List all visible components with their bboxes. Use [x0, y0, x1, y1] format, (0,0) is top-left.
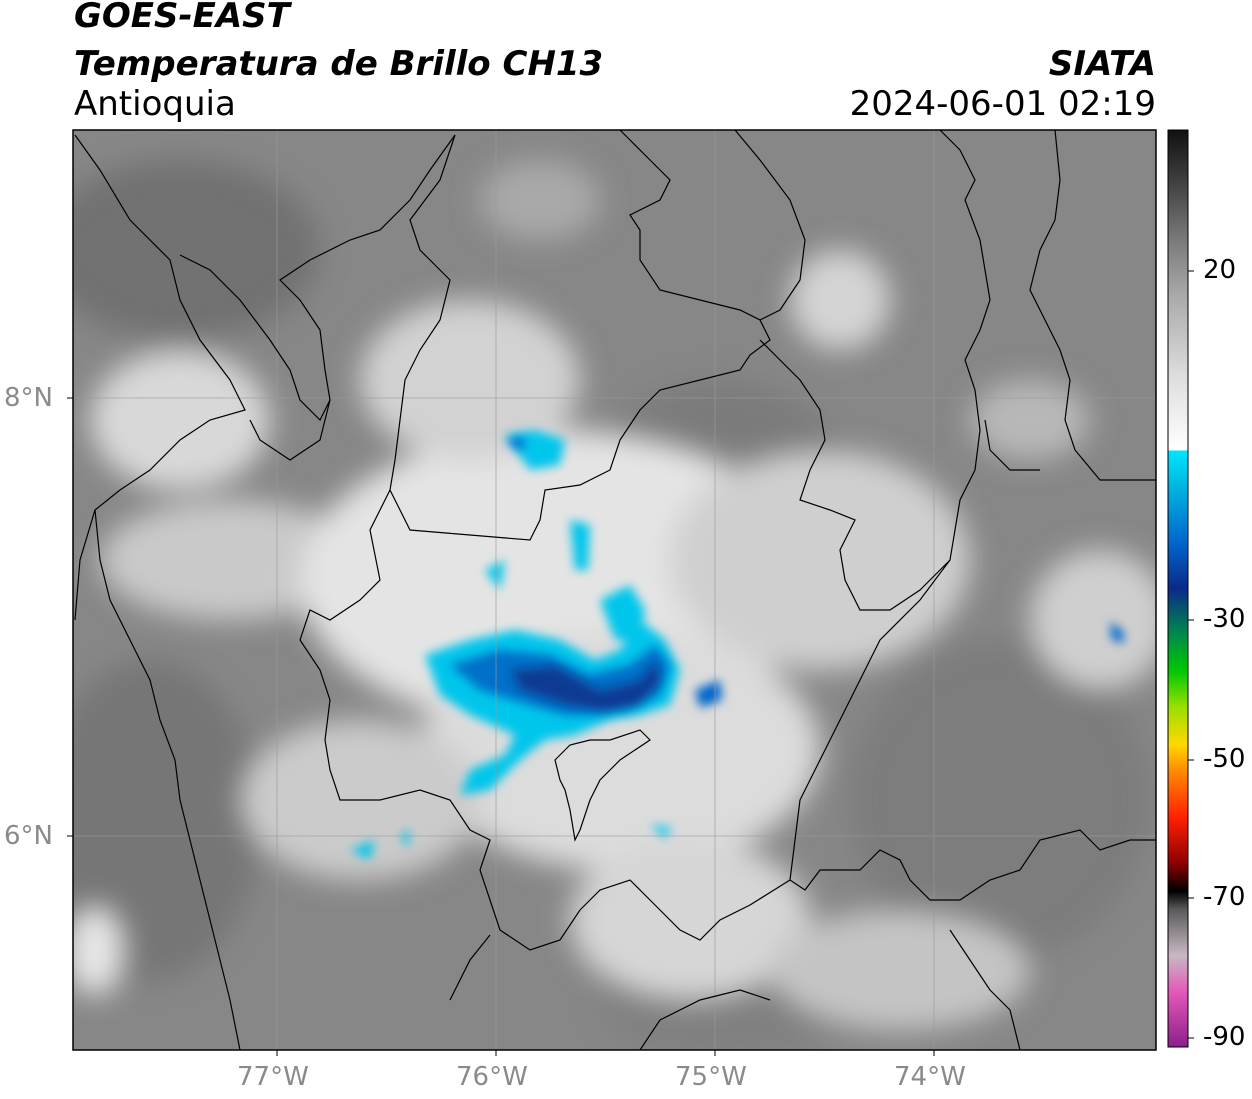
colorbar-tick-neg90: -90	[1203, 1022, 1246, 1052]
brightness-temperature-field	[73, 130, 1156, 1050]
lon-label-77w: 77°W	[237, 1062, 309, 1092]
lat-label-8n: 8°N	[4, 383, 53, 413]
timestamp-label: 2024-06-01 02:19	[849, 84, 1156, 124]
colorbar-tick-neg50: -50	[1203, 744, 1246, 774]
lat-label-6n: 6°N	[4, 821, 53, 851]
region-label: Antioquia	[74, 84, 236, 124]
map-frame	[72, 129, 1157, 1051]
product-title: Temperatura de Brillo CH13	[74, 44, 604, 84]
colorbar	[1167, 129, 1194, 1048]
lon-label-74w: 74°W	[894, 1062, 966, 1092]
brand-label: SIATA	[1048, 44, 1156, 84]
colorbar-tick-20: 20	[1203, 255, 1237, 285]
political-boundaries	[74, 130, 1156, 1050]
lon-label-76w: 76°W	[456, 1062, 528, 1092]
lon-label-75w: 75°W	[675, 1062, 747, 1092]
colorbar-tick-neg30: -30	[1203, 604, 1246, 634]
satellite-title: GOES-EAST	[74, 0, 290, 36]
colorbar-tick-neg70: -70	[1203, 882, 1246, 912]
